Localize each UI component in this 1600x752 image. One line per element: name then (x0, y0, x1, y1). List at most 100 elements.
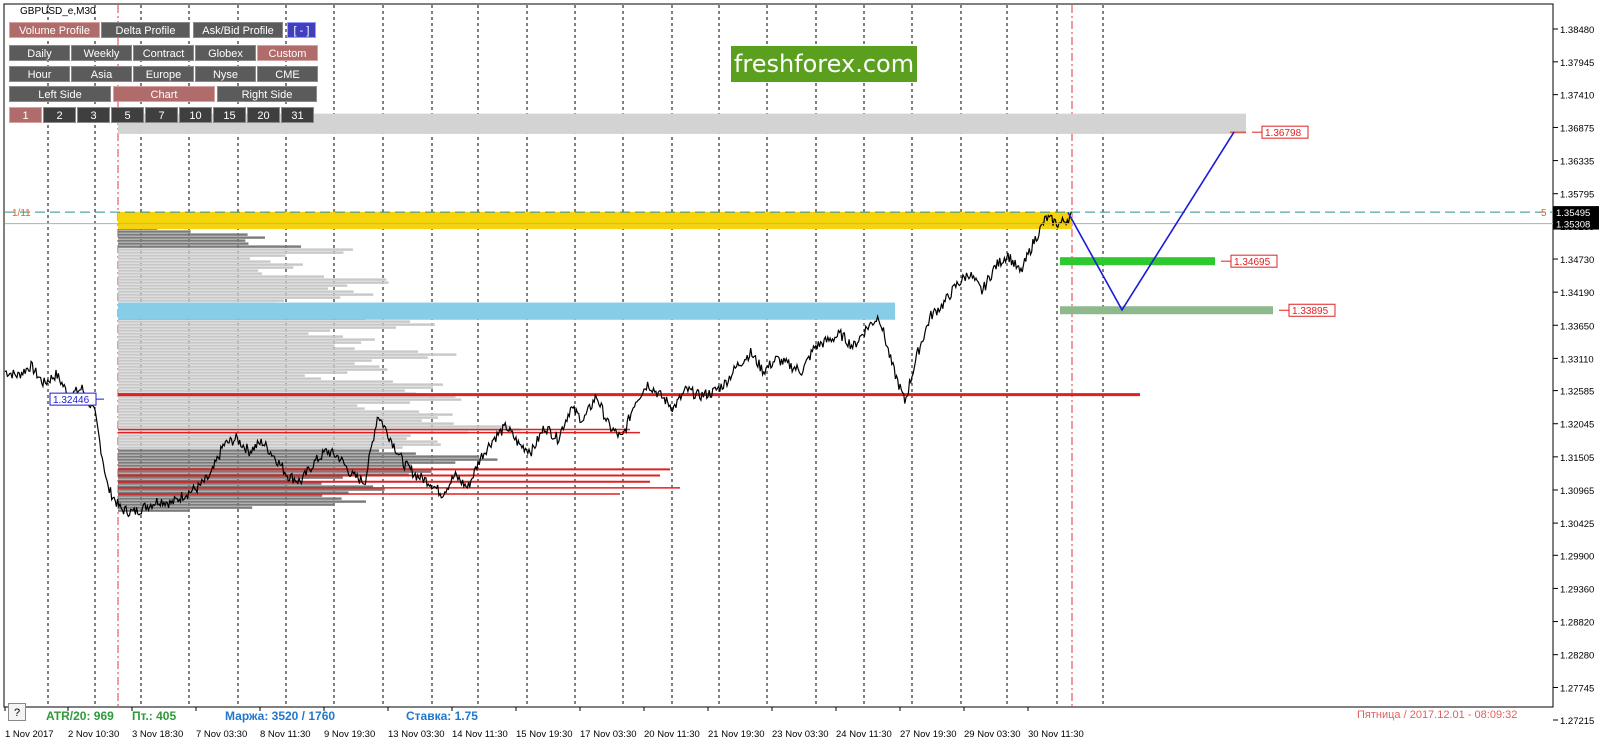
profile-bar-19 (118, 269, 259, 272)
profile-bar-18 (118, 266, 294, 269)
profile-bar-94 (118, 494, 323, 497)
profile-bar-81 (118, 455, 480, 458)
toolbar-row5-button-1[interactable]: 2 (43, 107, 76, 123)
profile-bar-22 (118, 278, 387, 281)
y-tick-label-14: 1.30965 (1560, 486, 1594, 497)
margin-label: Маржа: 3520 / 1760 (225, 709, 336, 723)
olive-level-label: 1.33895 (1292, 306, 1329, 317)
toolbar-row3-button-2[interactable]: Europe (133, 66, 194, 82)
profile-bar-9 (118, 239, 246, 242)
x-tick-label-7: 14 Nov 11:30 (452, 729, 508, 740)
y-tick-label-16: 1.29900 (1560, 551, 1594, 562)
profile-bar-90 (118, 482, 322, 485)
x-tick-label-15: 29 Nov 03:30 (964, 729, 1021, 740)
profile-bar-97 (118, 503, 335, 506)
profile-bar-14 (118, 254, 286, 257)
green-level-bar (1060, 257, 1215, 266)
profile-bar-88 (118, 476, 343, 479)
toolbar-row5-button-5[interactable]: 10 (179, 107, 212, 123)
profile-bar-78 (118, 446, 403, 449)
profile-bar-75 (118, 437, 407, 440)
toolbar-row5-button-4[interactable]: 7 (145, 107, 178, 123)
toolbar-row5-button-8[interactable]: 31 (281, 107, 314, 123)
x-tick-label-6: 13 Nov 03:30 (388, 729, 445, 740)
datetime-label: Пятница / 2017.12.01 - 08:09:32 (1357, 709, 1518, 721)
toolbar-row5-button-0[interactable]: 1 (9, 107, 42, 123)
profile-bar-70 (118, 422, 454, 425)
profile-bar-8 (118, 236, 265, 239)
profile-bar-61 (118, 395, 456, 398)
y-tick-label-9: 1.33650 (1560, 321, 1594, 332)
x-tick-label-10: 20 Nov 11:30 (644, 729, 700, 740)
profile-bar-82 (118, 458, 498, 461)
toolbar-row5-button-2[interactable]: 3 (77, 107, 110, 123)
profile-bar-91 (118, 485, 374, 488)
toolbar-row4-button-2[interactable]: Right Side (217, 86, 317, 102)
toolbar-row2-button-4[interactable]: Custom (257, 45, 318, 61)
current-price-tag-box (1553, 217, 1599, 230)
pt-label: Пт.: 405 (132, 709, 177, 723)
toolbar-row5-button-6[interactable]: 15 (213, 107, 246, 123)
profile-bar-13 (118, 251, 344, 254)
toolbar-row2-button-2[interactable]: Contract (133, 45, 194, 61)
x-tick-label-1: 2 Nov 10:30 (68, 729, 119, 740)
profile-bar-68 (118, 416, 438, 419)
target-level-label-box (1261, 125, 1309, 139)
x-tick-label-11: 21 Nov 19:30 (708, 729, 765, 740)
toolbar-row4-button-0[interactable]: Left Side (9, 86, 111, 102)
toolbar-row1-button-3[interactable]: [ - ] (287, 22, 316, 38)
toolbar-row5-button-3[interactable]: 5 (111, 107, 144, 123)
resistance-zone-grey (118, 113, 1246, 134)
help-button[interactable]: ? (8, 703, 26, 721)
profile-bar-6 (118, 230, 191, 233)
green-level-label-box (1230, 254, 1278, 268)
profile-bar-44 (118, 344, 335, 347)
y-tick-label-8: 1.34190 (1560, 288, 1594, 299)
y-tick-label-5: 1.35795 (1560, 190, 1594, 201)
profile-bar-96 (118, 500, 366, 503)
y-tick-label-3: 1.36875 (1560, 123, 1594, 134)
toolbar-row1-button-2[interactable]: Ask/Bid Profile (193, 22, 283, 38)
profile-bar-42 (118, 338, 375, 341)
profile-bar-38 (118, 326, 396, 329)
y-tick-label-7: 1.34730 (1560, 255, 1594, 266)
plot-border (3, 3, 1554, 708)
profile-bar-43 (118, 341, 362, 344)
profile-bar-15 (118, 257, 251, 260)
y-axis: 1.38480 1.37945 1.37410 1.36875 1.36335 1.357… (1553, 25, 1599, 727)
session-label: 1/11 (12, 208, 31, 219)
x-tick-label-0: 1 Nov 2017 (5, 729, 54, 740)
profile-bar-37 (118, 323, 435, 326)
toolbar-row1-button-1[interactable]: Delta Profile (101, 22, 190, 38)
profile-bar-24 (118, 284, 348, 287)
x-tick-label-3: 7 Nov 03:30 (196, 729, 247, 740)
toolbar-row2-button-1[interactable]: Weekly (71, 45, 132, 61)
y-tick-label-17: 1.29360 (1560, 584, 1594, 595)
profile-bar-99 (118, 509, 190, 512)
toolbar-row3-button-1[interactable]: Asia (71, 66, 132, 82)
profile-bar-58 (118, 386, 433, 389)
profile-bar-56 (118, 380, 393, 383)
y-tick-label-1: 1.37945 (1560, 58, 1594, 69)
profile-bar-77 (118, 443, 441, 446)
y-tick-label-19: 1.28280 (1560, 651, 1594, 662)
zone-yellow (118, 211, 1072, 229)
toolbar-row1-button-0[interactable]: Volume Profile (9, 22, 100, 38)
toolbar-row3-button-3[interactable]: Nyse (195, 66, 256, 82)
y-tick-label-10: 1.33110 (1560, 354, 1594, 365)
x-tick-label-5: 9 Nov 19:30 (324, 729, 375, 740)
toolbar-row3-button-0[interactable]: Hour (9, 66, 70, 82)
profile-bar-25 (118, 287, 329, 290)
olive-level-label-box (1288, 303, 1336, 317)
x-tick-label-13: 24 Nov 11:30 (836, 729, 892, 740)
toolbar-row2-button-3[interactable]: Globex (195, 45, 256, 61)
olive-level-bar (1060, 306, 1273, 315)
toolbar-row4-button-1[interactable]: Chart (113, 86, 215, 102)
profile-bar-63 (118, 401, 411, 404)
toolbar-row2-button-0[interactable]: Daily (9, 45, 70, 61)
profile-bar-76 (118, 440, 438, 443)
toolbar-row3-button-4[interactable]: CME (257, 66, 318, 82)
toolbar-row5-button-7[interactable]: 20 (247, 107, 280, 123)
